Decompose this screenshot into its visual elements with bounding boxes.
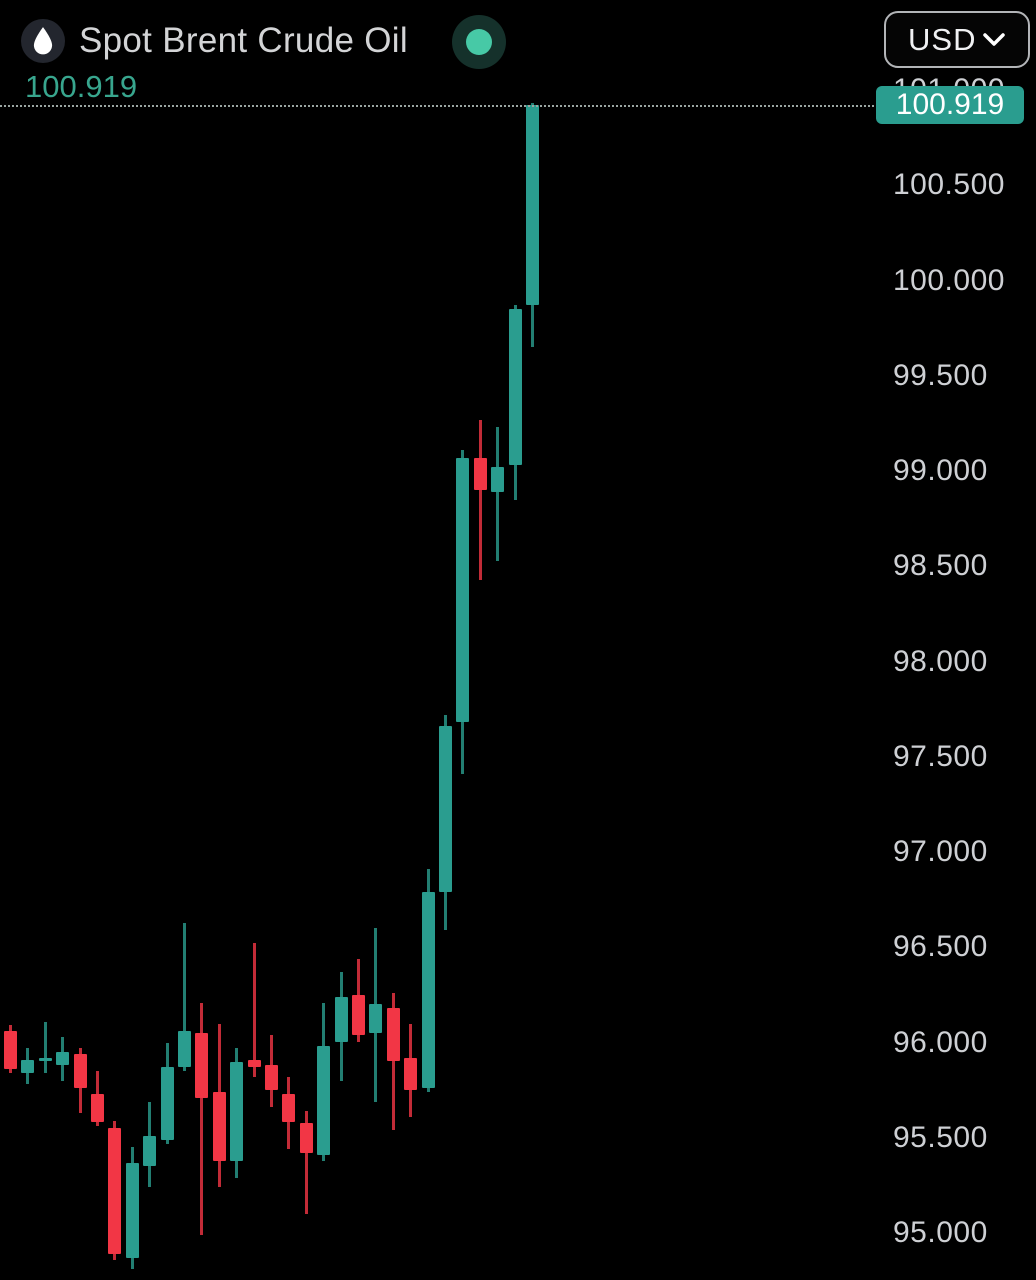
- candle-body: [73, 1053, 87, 1089]
- candle-body: [160, 1067, 174, 1140]
- candle-wick: [43, 1021, 47, 1073]
- current-price-line: [0, 105, 878, 108]
- axis-tick-label: 95.000: [893, 1216, 988, 1249]
- candle-wick: [391, 993, 395, 1131]
- currency-selector[interactable]: USD: [884, 11, 1030, 68]
- candle-body: [143, 1135, 157, 1167]
- axis-tick-label: 100.500: [893, 168, 1005, 202]
- candle-body: [439, 726, 452, 892]
- axis-tick-label: 96.000: [893, 1025, 988, 1059]
- candle-body: [38, 1057, 52, 1062]
- candle-body: [212, 1092, 226, 1161]
- oil-drop-icon: [33, 27, 53, 55]
- axis-tick-label: 97.000: [893, 835, 988, 868]
- candle-body: [386, 1008, 400, 1062]
- axis-tick-label: 96.500: [893, 930, 988, 964]
- instrument-logo: [21, 19, 65, 63]
- candle-body: [21, 1059, 35, 1073]
- candle-wick: [252, 943, 256, 1077]
- candle-wick: [183, 922, 186, 1072]
- candle-body: [195, 1033, 209, 1098]
- candle-body: [491, 467, 505, 492]
- candle-body: [352, 994, 365, 1035]
- candle-body: [247, 1059, 261, 1068]
- axis-tick-label: 99.000: [893, 454, 988, 487]
- candle-body: [4, 1031, 17, 1070]
- axis-tick-label: 95.500: [893, 1120, 988, 1154]
- live-dot-icon: [466, 29, 492, 55]
- candle-body: [404, 1057, 418, 1091]
- candle-body: [178, 1031, 191, 1068]
- candle-body: [125, 1162, 139, 1258]
- axis-tick-label: 98.500: [893, 549, 988, 583]
- live-indicator: [452, 15, 506, 69]
- axis-tick-label: 97.500: [893, 739, 988, 773]
- candle-wick: [478, 419, 482, 580]
- candle-body: [317, 1046, 331, 1155]
- axis-tick-label: 99.500: [893, 358, 988, 392]
- axis-tick-label: 100.000: [893, 263, 1005, 297]
- header: Spot Brent Crude Oil USD: [0, 0, 1036, 84]
- current-price-badge: 100.919: [876, 86, 1024, 125]
- price-axis[interactable]: 101.000100.500100.00099.50099.00098.5009…: [876, 0, 1036, 1280]
- currency-value: USD: [908, 21, 977, 57]
- candle-body: [230, 1061, 244, 1161]
- current-price-label: 100.919: [25, 69, 138, 105]
- candle-body: [334, 996, 348, 1043]
- candle-body: [421, 892, 435, 1089]
- candle-body: [508, 309, 522, 466]
- candle-wick: [200, 1002, 204, 1235]
- candle-body: [265, 1065, 278, 1091]
- candle-body: [456, 457, 470, 723]
- candle-body: [108, 1128, 122, 1254]
- instrument-title: Spot Brent Crude Oil: [79, 21, 408, 60]
- candle-body: [473, 457, 487, 491]
- candle-wick: [304, 1111, 308, 1214]
- chevron-down-icon: [983, 33, 1005, 46]
- candle-body: [299, 1122, 313, 1153]
- candle-body: [282, 1093, 296, 1123]
- candle-wick: [496, 427, 500, 561]
- axis-tick-label: 98.000: [893, 644, 988, 678]
- candle-body: [91, 1093, 104, 1123]
- candle-body: [369, 1004, 383, 1033]
- candle-body: [56, 1052, 70, 1066]
- candle-body: [526, 105, 539, 306]
